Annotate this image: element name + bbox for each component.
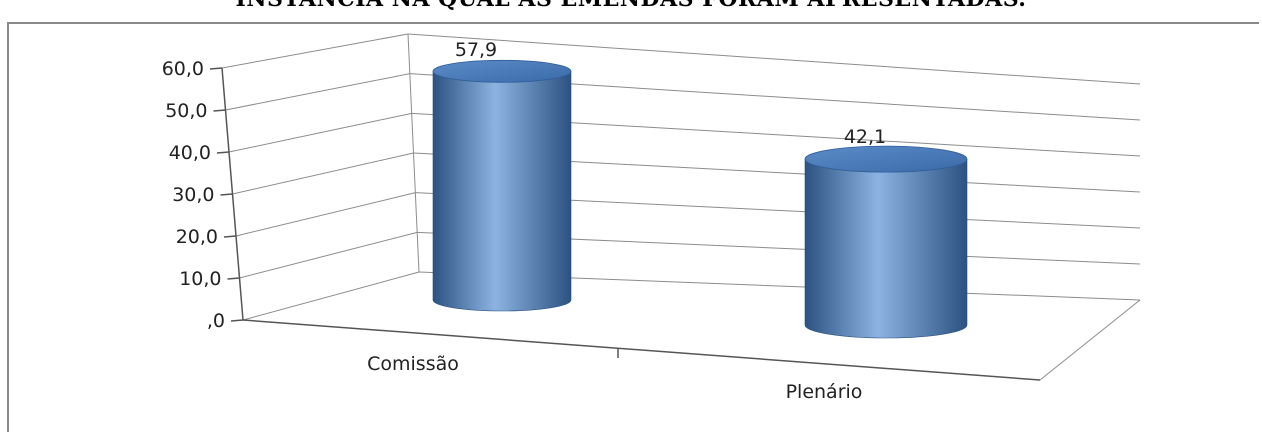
gridlines <box>221 33 1141 321</box>
y-tick-mark <box>213 109 226 112</box>
y-tick-label: 50,0 <box>165 100 207 122</box>
y-tick-mark <box>209 67 223 70</box>
y-tick-label: ,0 <box>207 310 225 332</box>
bar-2-body <box>804 158 968 339</box>
gridline-left <box>242 271 420 321</box>
y-tick-mark <box>220 193 233 196</box>
bar-2-top <box>804 145 968 173</box>
gridline-left <box>228 112 412 153</box>
cylinder-bar-chart: ,0 10,0 20,0 30,0 40,0 50,0 60,0 57,9 Comissão 42… <box>162 33 1141 403</box>
x-axis-line <box>242 319 1041 381</box>
category-label: Comissão <box>367 353 459 375</box>
y-tick-label: 60,0 <box>162 58 204 80</box>
y-tick-mark <box>227 277 240 280</box>
y-tick-label: 40,0 <box>169 142 211 164</box>
back-wall-edge <box>407 33 420 273</box>
bar-1-top <box>432 59 572 83</box>
gridline-left <box>225 73 410 111</box>
y-tick-mark <box>216 151 230 154</box>
gridline-left <box>221 33 409 69</box>
axes <box>209 33 1141 381</box>
floor-right-edge <box>1039 299 1141 381</box>
data-label: 42,1 <box>844 126 886 148</box>
bars <box>432 59 968 339</box>
y-tick-label: 20,0 <box>176 226 218 248</box>
y-axis-line <box>221 67 244 321</box>
gridline-back <box>407 33 1141 85</box>
labels: ,0 10,0 20,0 30,0 40,0 50,0 60,0 57,9 Comissão 42… <box>162 39 886 403</box>
bar-1-body <box>432 70 572 312</box>
chart-title: INSTÂNCIA NA QUAL AS EMENDAS FORAM APRES… <box>0 0 1262 12</box>
chart-frame <box>7 22 1259 432</box>
y-tick-mark <box>223 235 237 238</box>
gridline-left <box>239 231 418 279</box>
gridline-left <box>232 152 414 195</box>
category-label: Plenário <box>786 381 863 403</box>
data-label: 57,9 <box>455 39 497 61</box>
y-tick-label: 10,0 <box>179 268 221 290</box>
y-tick-label: 30,0 <box>172 184 214 206</box>
gridline-left <box>235 192 416 237</box>
y-tick-mark <box>230 319 244 322</box>
